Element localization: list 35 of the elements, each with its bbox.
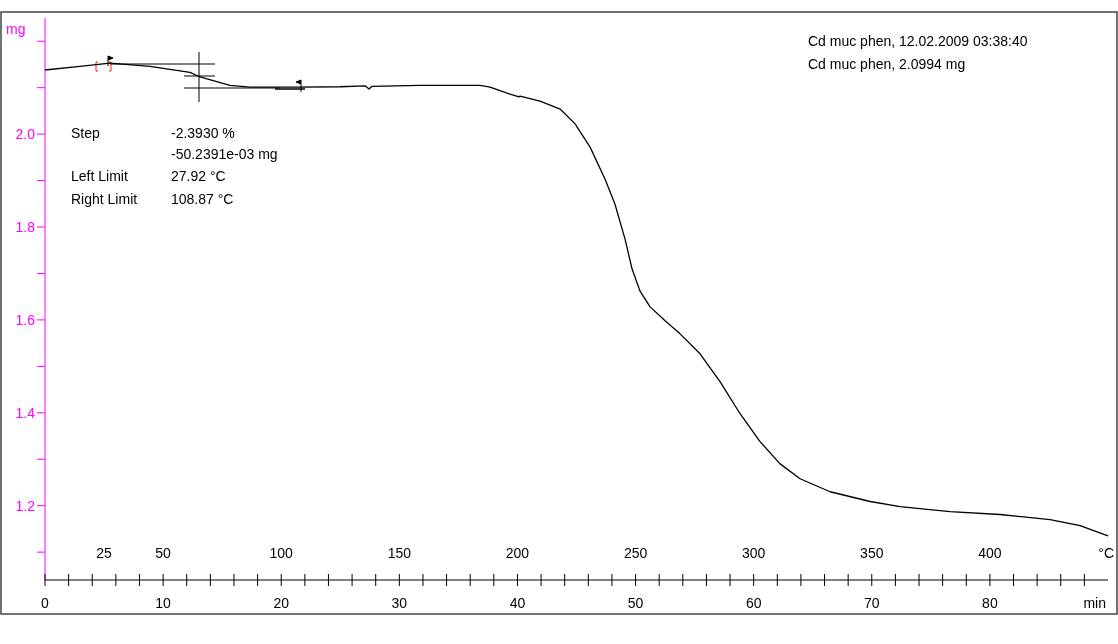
annotation: Right Limit [71, 191, 138, 207]
x2-tick-label: 150 [387, 545, 412, 561]
x-tick-label: 0 [41, 595, 50, 611]
annotation: Left Limit [71, 168, 128, 184]
x2-axis-title: °C [1098, 545, 1114, 561]
annotation: 108.87 °C [171, 191, 234, 207]
annotation: 27.92 °C [171, 168, 226, 184]
y-tick-label: 1.2 [15, 497, 36, 514]
x2-tick-label: 300 [741, 545, 766, 561]
y-tick-label: 1.4 [15, 404, 36, 421]
x-tick-label: 60 [745, 595, 762, 611]
annotation: Step [71, 125, 101, 141]
y-tick-label: 1.6 [15, 311, 36, 328]
annotation: Cd muc phen, 2.0994 mg [808, 56, 966, 72]
x2-tick-label: 200 [505, 545, 530, 561]
x2-tick-label: 100 [269, 545, 294, 561]
x-tick-label: 30 [391, 595, 408, 611]
y-tick-label: 1.8 [15, 218, 36, 235]
x-tick-label: 80 [982, 595, 998, 611]
annotation: -50.2391e-03 mg [171, 146, 278, 162]
x-tick-label: 10 [155, 595, 172, 611]
x-axis-title: min [1083, 595, 1106, 611]
x-tick-label: 40 [509, 595, 526, 611]
x2-tick-label: 250 [623, 545, 648, 561]
annotation: -2.3930 % [171, 125, 235, 141]
x2-tick-label: 350 [860, 545, 884, 561]
x-tick-label: 50 [627, 595, 644, 611]
x2-tick-label: 50 [155, 545, 172, 561]
y-axis-title: mg [6, 21, 26, 37]
x-tick-label: 70 [863, 595, 880, 611]
x-tick-label: 20 [273, 595, 290, 611]
y-tick-label: 2.0 [15, 126, 36, 143]
x2-tick-label: 400 [978, 545, 1002, 561]
x2-tick-label: 25 [96, 545, 113, 561]
annotation: Cd muc phen, 12.02.2009 03:38:40 [808, 33, 1028, 49]
